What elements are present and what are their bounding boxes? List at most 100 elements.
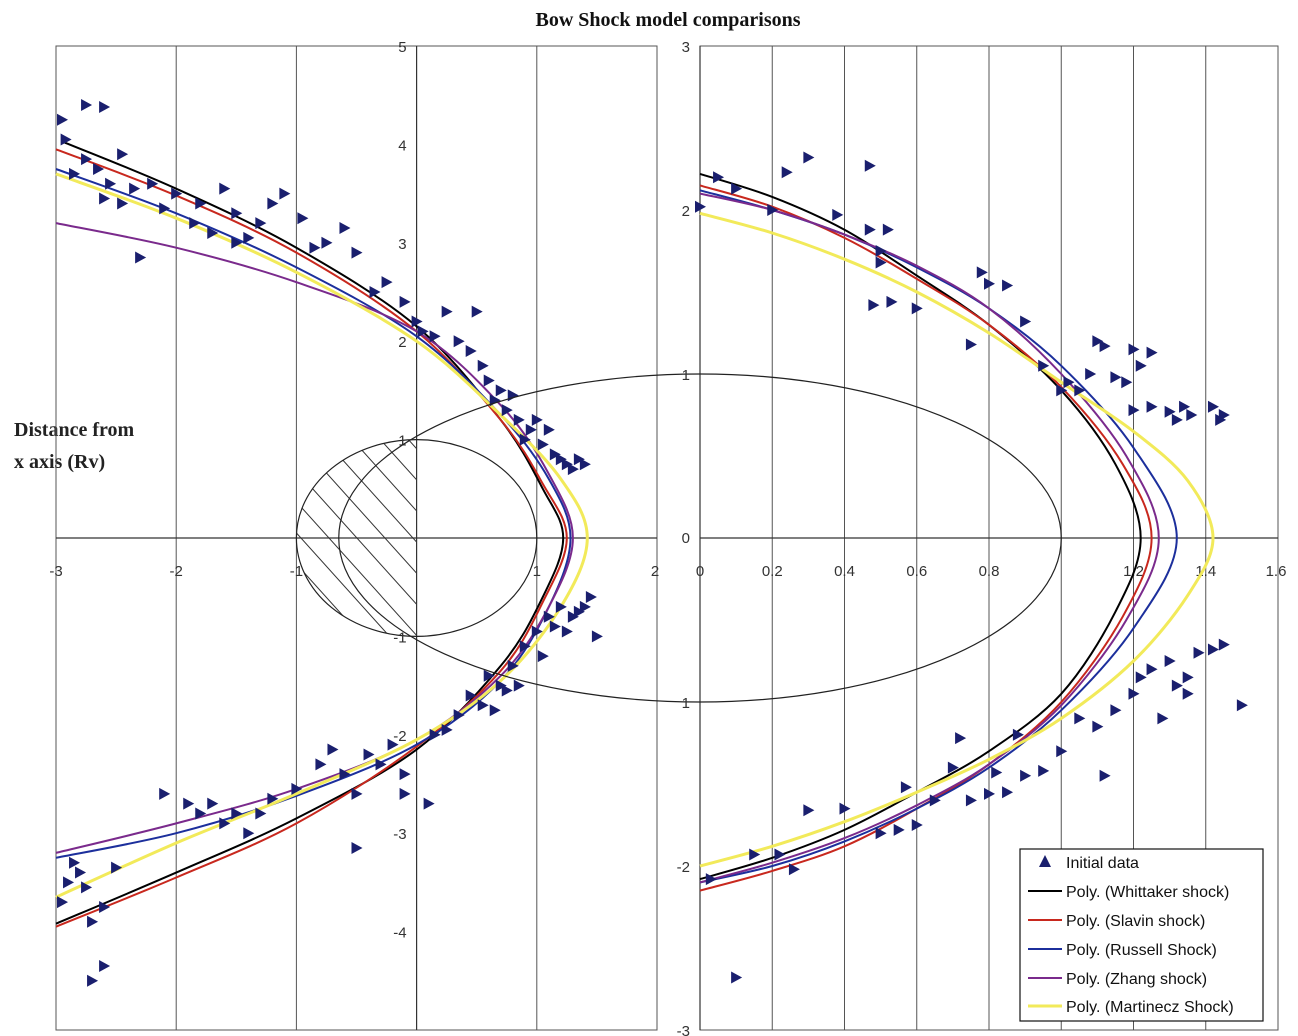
right-x-tick-label: 0.4 — [834, 563, 855, 580]
legend-label-russell: Poly. (Russell Shock) — [1066, 942, 1217, 959]
legend-item-zhang: Poly. (Zhang shock) — [1028, 971, 1207, 988]
left-data-point — [537, 438, 549, 451]
left-data-point — [549, 448, 561, 461]
right-data-point — [1164, 405, 1176, 418]
left-data-point — [513, 679, 525, 692]
right-data-point — [864, 223, 876, 236]
left-y-tick-label: -1 — [393, 629, 406, 646]
left-data-point — [60, 133, 72, 146]
left-data-point — [351, 841, 363, 854]
left-data-point — [519, 640, 531, 653]
left-data-point — [567, 463, 579, 476]
left-data-point — [279, 187, 291, 200]
right-data-point — [1002, 279, 1014, 292]
legend-item-whittaker: Poly. (Whittaker shock) — [1028, 884, 1229, 901]
left-data-point — [339, 222, 351, 235]
right-data-point — [1135, 671, 1147, 684]
right-data-point — [803, 151, 815, 164]
left-data-point — [495, 679, 507, 692]
left-data-point — [549, 620, 561, 633]
right-data-point — [893, 823, 905, 836]
left-y-tick-label: -3 — [393, 826, 406, 843]
right-data-point — [991, 766, 1003, 779]
left-data-point — [57, 113, 69, 126]
left-data-point — [57, 896, 69, 909]
left-data-point — [321, 236, 333, 249]
right-data-point — [882, 223, 894, 236]
right-data-point — [1012, 728, 1024, 741]
right-x-tick-label: 0.6 — [906, 563, 927, 580]
right-data-point — [767, 204, 779, 216]
right-y-tick-label: 3 — [682, 39, 690, 56]
left-data-point — [75, 866, 87, 879]
right-data-point — [1193, 646, 1205, 659]
left-data-point — [567, 610, 579, 623]
left-data-point — [417, 325, 429, 338]
left-data-point — [189, 217, 201, 230]
left-data-point — [315, 758, 327, 771]
right-data-point — [1074, 384, 1086, 397]
left-data-point — [543, 423, 555, 436]
right-data-point — [1063, 376, 1075, 389]
left-y-tick-label: 3 — [398, 236, 406, 253]
right-data-point — [911, 302, 923, 315]
right-data-point — [1215, 413, 1227, 426]
right-data-point — [1099, 769, 1111, 782]
right-data-point — [864, 159, 876, 172]
right-x-tick-label: 1.6 — [1266, 563, 1287, 580]
left-y-tick-label: 2 — [398, 334, 406, 351]
left-data-point — [87, 915, 99, 928]
right-data-point — [1164, 655, 1176, 667]
left-data-point — [399, 768, 411, 781]
left-data-point — [591, 630, 603, 643]
left-data-point — [531, 625, 543, 638]
right-data-point — [1236, 699, 1248, 712]
legend-label-martinecz: Poly. (Martinecz Shock) — [1066, 999, 1234, 1016]
left-data-point — [99, 960, 111, 973]
left-data-point — [543, 610, 555, 623]
right-data-point — [1146, 400, 1158, 413]
right-data-point — [947, 761, 959, 774]
left-data-point — [579, 600, 591, 613]
left-data-point — [369, 286, 381, 298]
left-data-point — [555, 600, 567, 613]
right-data-point — [713, 171, 725, 184]
left-data-point — [243, 231, 255, 244]
right-data-point — [1110, 704, 1122, 717]
right-data-point — [839, 802, 851, 815]
right-data-point — [803, 804, 815, 817]
left-data-point — [501, 684, 513, 697]
left-fit-poly-russell-shock — [55, 168, 572, 859]
left-data-point — [159, 202, 171, 215]
left-data-point — [519, 433, 531, 446]
left-data-point — [243, 827, 255, 840]
left-y-tick-label: -4 — [393, 925, 406, 942]
left-data-point — [411, 315, 423, 328]
right-data-point — [1085, 368, 1097, 380]
left-data-point — [561, 625, 573, 638]
left-hatch-line — [324, 439, 417, 637]
right-data-point — [929, 794, 941, 807]
right-data-point — [774, 848, 786, 861]
left-data-point — [531, 413, 543, 426]
left-data-point — [513, 413, 525, 426]
left-data-point — [219, 182, 231, 195]
left-hatch-line — [296, 439, 362, 637]
left-data-point — [267, 197, 279, 210]
right-planet-outline — [338, 373, 1062, 703]
left-data-point — [231, 207, 243, 220]
left-data-point — [399, 787, 411, 800]
left-data-point — [423, 797, 435, 810]
left-data-point — [231, 807, 243, 820]
left-data-point — [99, 101, 111, 114]
left-data-point — [93, 163, 105, 175]
right-data-point — [984, 277, 995, 290]
right-data-point — [1171, 413, 1183, 426]
right-data-point — [1207, 400, 1219, 413]
left-data-point — [81, 99, 93, 112]
left-data-point — [501, 404, 513, 417]
right-y-tick-label: 0 — [682, 530, 690, 547]
left-data-point — [327, 743, 339, 756]
left-data-point — [351, 246, 363, 259]
right-data-point — [832, 208, 844, 221]
